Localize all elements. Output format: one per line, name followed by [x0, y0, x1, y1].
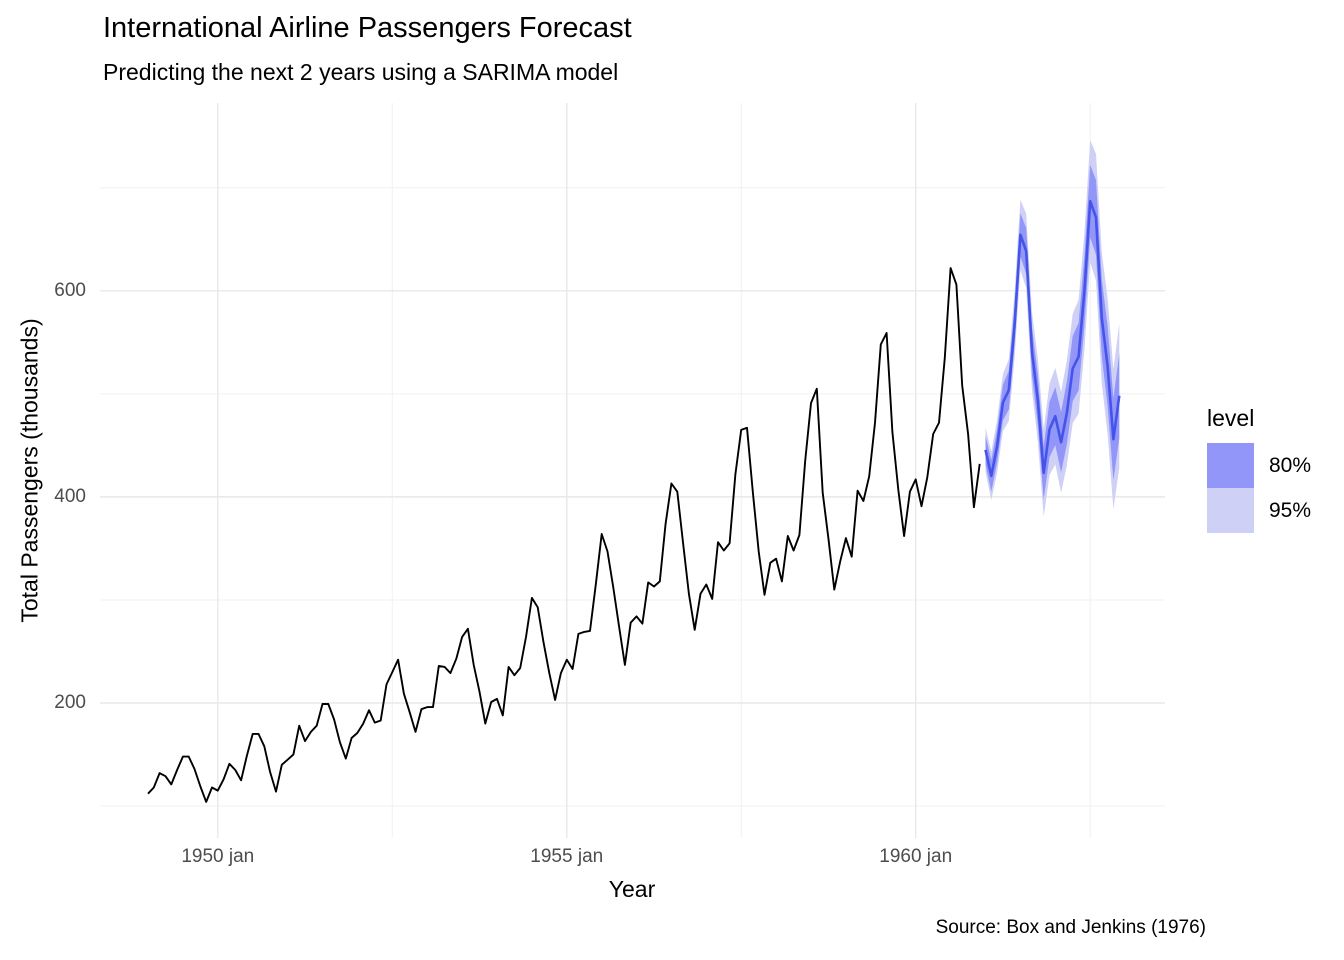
legend-title: level — [1207, 405, 1255, 431]
legend: level 80% 95% — [1207, 405, 1311, 533]
gridlines-major — [100, 103, 1165, 838]
legend-key-swatch — [1207, 488, 1254, 533]
forecast-ribbon-95 — [985, 140, 1120, 517]
plot-panel-svg — [100, 103, 1165, 838]
y-axis-title: Total Passengers (thousands) — [16, 318, 43, 623]
observed-line — [147, 267, 981, 803]
legend-key-label: 80% — [1269, 453, 1312, 477]
legend-key-80: 80% — [1207, 443, 1311, 488]
x-tick-label: 1955 jan — [530, 846, 604, 867]
x-axis-title: Year — [608, 876, 656, 902]
legend-key-swatch — [1207, 443, 1254, 488]
source-caption: Source: Box and Jenkins (1976) — [935, 917, 1206, 938]
forecast-line — [984, 199, 1121, 478]
gridlines-minor — [100, 103, 1165, 838]
legend-key-label: 95% — [1269, 498, 1312, 522]
y-tick-label: 200 — [54, 691, 86, 713]
chart-title: International Airline Passengers Forecas… — [103, 12, 632, 44]
y-tick-label: 600 — [54, 279, 86, 301]
legend-key-95: 95% — [1207, 488, 1311, 533]
plot-panel — [100, 103, 1165, 838]
y-tick-label: 400 — [54, 485, 86, 507]
x-tick-label: 1950 jan — [181, 846, 255, 867]
chart-subtitle: Predicting the next 2 years using a SARI… — [103, 59, 619, 85]
x-tick-label: 1960 jan — [879, 846, 953, 867]
